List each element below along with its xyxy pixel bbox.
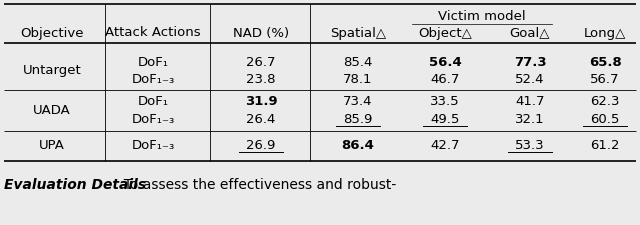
- Text: 60.5: 60.5: [590, 113, 620, 126]
- Text: 23.8: 23.8: [246, 73, 276, 86]
- Text: 26.4: 26.4: [246, 113, 276, 126]
- Text: 33.5: 33.5: [430, 95, 460, 108]
- Text: 65.8: 65.8: [589, 55, 621, 68]
- Text: Attack Actions: Attack Actions: [105, 26, 201, 39]
- Text: 73.4: 73.4: [343, 95, 372, 108]
- Text: 26.9: 26.9: [246, 139, 276, 152]
- Text: 85.9: 85.9: [343, 113, 372, 126]
- Text: 53.3: 53.3: [515, 139, 545, 152]
- Text: 41.7: 41.7: [515, 95, 545, 108]
- Text: Goal△: Goal△: [509, 26, 550, 39]
- Text: To assess the effectiveness and robust-: To assess the effectiveness and robust-: [115, 177, 396, 191]
- Text: DoF₁₋₃: DoF₁₋₃: [131, 139, 175, 152]
- Text: 56.7: 56.7: [590, 73, 620, 86]
- Text: 46.7: 46.7: [430, 73, 460, 86]
- Text: 52.4: 52.4: [515, 73, 545, 86]
- Text: UPA: UPA: [39, 139, 65, 152]
- Text: 56.4: 56.4: [429, 55, 461, 68]
- Text: 86.4: 86.4: [342, 139, 374, 152]
- Text: 32.1: 32.1: [515, 113, 545, 126]
- Text: Spatial△: Spatial△: [330, 26, 386, 39]
- Text: Evaluation Details: Evaluation Details: [4, 177, 146, 191]
- Text: 49.5: 49.5: [430, 113, 460, 126]
- Text: 42.7: 42.7: [430, 139, 460, 152]
- Text: UADA: UADA: [33, 104, 71, 117]
- Text: DoF₁₋₃: DoF₁₋₃: [131, 73, 175, 86]
- Text: Victim model: Victim model: [438, 10, 525, 23]
- Text: 61.2: 61.2: [590, 139, 620, 152]
- Text: 78.1: 78.1: [343, 73, 372, 86]
- Text: Long△: Long△: [584, 26, 626, 39]
- Text: Untarget: Untarget: [22, 64, 81, 77]
- Text: NAD (%): NAD (%): [233, 26, 289, 39]
- Text: 85.4: 85.4: [343, 55, 372, 68]
- Text: Objective: Objective: [20, 26, 84, 39]
- Text: Object△: Object△: [418, 26, 472, 39]
- Text: DoF₁: DoF₁: [138, 55, 168, 68]
- Text: DoF₁₋₃: DoF₁₋₃: [131, 113, 175, 126]
- Text: 77.3: 77.3: [514, 55, 547, 68]
- Text: 62.3: 62.3: [590, 95, 620, 108]
- Text: 26.7: 26.7: [246, 55, 276, 68]
- Text: DoF₁: DoF₁: [138, 95, 168, 108]
- Text: 31.9: 31.9: [244, 95, 277, 108]
